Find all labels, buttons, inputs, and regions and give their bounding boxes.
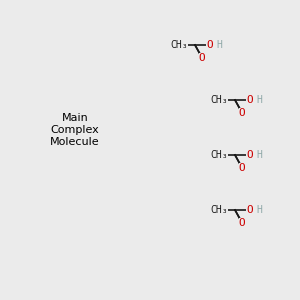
Text: O: O <box>239 163 246 172</box>
Text: O: O <box>206 40 213 50</box>
Text: H: H <box>217 40 223 50</box>
Text: O: O <box>239 108 246 118</box>
Text: O: O <box>199 52 206 63</box>
Text: CH₃: CH₃ <box>170 40 188 50</box>
Text: CH₃: CH₃ <box>210 205 228 215</box>
Text: O: O <box>246 95 253 105</box>
Text: O: O <box>246 205 253 215</box>
Text: CH₃: CH₃ <box>210 95 228 105</box>
Text: Main
Complex
Molecule: Main Complex Molecule <box>50 113 100 147</box>
Text: O: O <box>246 150 253 160</box>
Text: H: H <box>256 150 262 160</box>
Text: O: O <box>239 218 246 228</box>
Text: H: H <box>256 95 262 105</box>
Text: H: H <box>256 205 262 215</box>
Text: CH₃: CH₃ <box>210 150 228 160</box>
